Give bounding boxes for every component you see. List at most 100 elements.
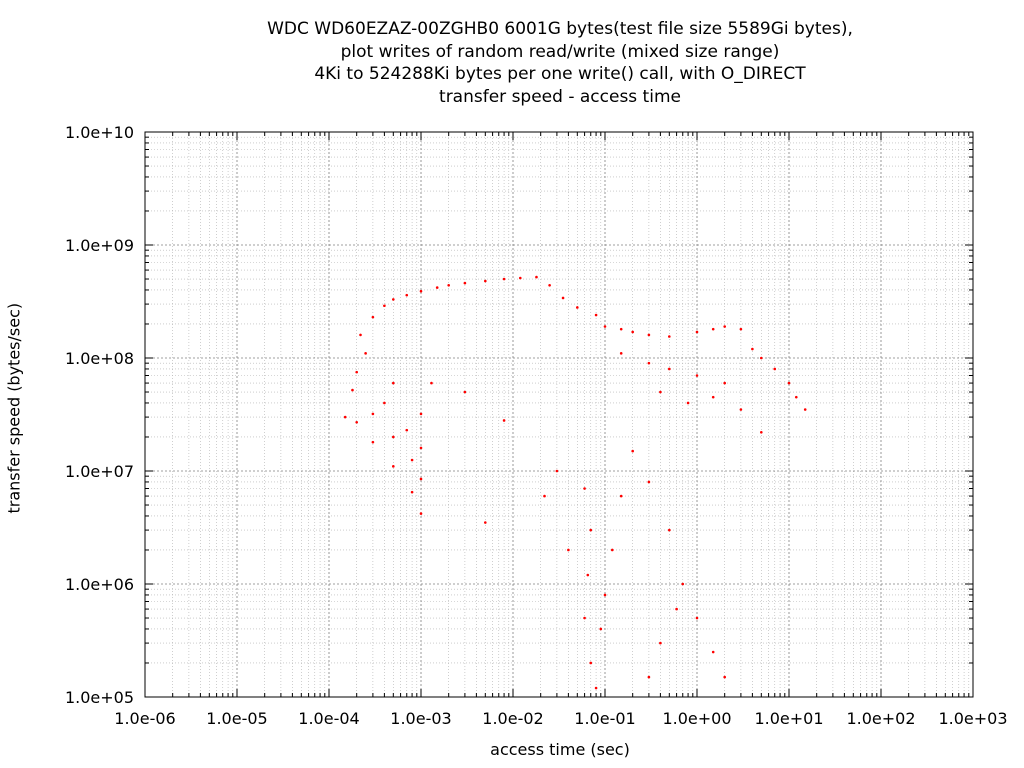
data-point (619, 327, 623, 331)
data-point (535, 275, 538, 279)
data-point (695, 616, 699, 620)
data-point (355, 370, 358, 374)
x-axis-label: access time (sec) (490, 740, 630, 759)
data-point (518, 276, 522, 280)
data-point (419, 477, 423, 481)
y-tick-label: 1.0e+08 (65, 349, 134, 368)
data-point (589, 528, 593, 532)
data-point (392, 381, 395, 385)
data-point (383, 401, 386, 405)
x-tick-label: 1.0e-03 (390, 709, 451, 728)
data-point (711, 650, 715, 654)
x-tick-label: 1.0e+03 (938, 709, 1007, 728)
data-point (583, 616, 586, 620)
x-tick-label: 1.0e-06 (114, 709, 175, 728)
data-point (589, 661, 593, 665)
data-point (351, 388, 354, 392)
data-point (631, 449, 634, 453)
data-point (435, 286, 439, 289)
data-point (619, 494, 623, 498)
data-point (419, 412, 423, 416)
data-point (751, 347, 754, 351)
data-point (405, 293, 409, 297)
data-point (484, 279, 487, 283)
data-point (583, 487, 586, 490)
y-tick-label: 1.0e+06 (65, 575, 134, 594)
data-point (711, 327, 715, 331)
data-point (548, 283, 551, 287)
data-point (668, 528, 671, 532)
data-point (659, 641, 662, 645)
data-point (647, 675, 651, 679)
data-point (659, 390, 662, 394)
title-line-3: 4Ki to 524288Ki bytes per one write() ca… (314, 64, 806, 84)
data-point (739, 408, 743, 411)
data-point (419, 446, 423, 450)
data-point (586, 573, 590, 577)
data-point (359, 333, 362, 337)
title-line-2: plot writes of random read/write (mixed … (340, 41, 780, 62)
data-point (484, 521, 487, 524)
y-tick-label: 1.0e+10 (65, 123, 134, 142)
data-point (668, 335, 671, 338)
plot-frame (144, 131, 974, 698)
data-point (567, 548, 570, 552)
axis-ticks (144, 131, 974, 698)
data-point (773, 367, 777, 371)
data-point (739, 327, 743, 331)
data-point (561, 296, 565, 300)
data-point (371, 440, 375, 444)
data-point (364, 352, 367, 355)
data-point (383, 304, 386, 308)
data-point (760, 431, 763, 434)
data-point (686, 401, 690, 405)
title-line-4: transfer speed - access time (439, 86, 681, 107)
data-point (371, 315, 375, 319)
data-point (419, 289, 423, 293)
data-point (803, 408, 807, 411)
data-point (760, 356, 763, 360)
y-tick-label: 1.0e+09 (65, 236, 134, 255)
data-point (594, 313, 598, 317)
x-tick-label: 1.0e+01 (754, 709, 823, 728)
data-point (430, 381, 433, 385)
x-tick-label: 1.0e-05 (206, 709, 267, 728)
data-point (603, 593, 607, 597)
data-point (603, 325, 607, 328)
data-point (405, 428, 409, 432)
data-point (794, 395, 798, 399)
data-point (371, 412, 375, 416)
data-point (619, 352, 623, 355)
data-point (695, 374, 699, 377)
data-point (681, 582, 685, 586)
x-tick-label: 1.0e+00 (662, 709, 731, 728)
data-point (392, 298, 395, 301)
chart-title: WDC WD60EZAZ-00ZGHB0 6001G bytes(test fi… (190, 18, 930, 108)
data-point (647, 361, 651, 365)
data-point (723, 675, 726, 679)
data-point (543, 494, 546, 498)
y-tick-labels: 1.0e+05 1.0e+06 1.0e+07 1.0e+08 1.0e+09 1.0e+… (65, 123, 134, 707)
data-point (723, 325, 726, 328)
data-point (502, 277, 506, 281)
data-point (695, 330, 699, 334)
data-point (576, 306, 579, 309)
x-tick-label: 1.0e-01 (574, 709, 635, 728)
data-point (555, 469, 559, 473)
data-point (631, 330, 634, 334)
data-point (419, 512, 423, 515)
data-point (410, 458, 414, 462)
data-point (463, 281, 467, 285)
data-point (647, 333, 651, 337)
y-tick-label: 1.0e+05 (65, 688, 134, 707)
data-point (711, 395, 715, 399)
data-point (594, 686, 598, 690)
data-point (410, 490, 414, 494)
y-tick-label: 1.0e+07 (65, 462, 134, 481)
data-point (599, 627, 603, 631)
data-point (610, 548, 614, 552)
data-point (392, 435, 395, 439)
data-point (355, 420, 358, 424)
x-tick-labels: 1.0e-06 1.0e-05 1.0e-04 1.0e-03 1.0e-02 1.0e-… (114, 709, 1007, 728)
data-point (787, 381, 791, 385)
